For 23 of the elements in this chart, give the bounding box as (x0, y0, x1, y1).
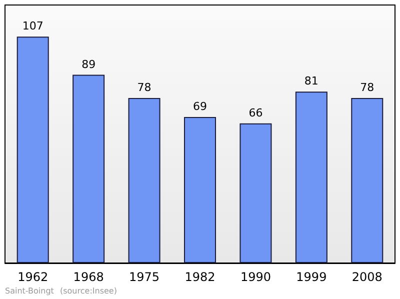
x-tick-label: 1990 (240, 270, 271, 284)
text: (source:Insee) (60, 286, 117, 296)
text: Saint-Boingt (5, 286, 54, 296)
data-label: 81 (304, 74, 318, 88)
data-label: 107 (22, 20, 44, 33)
bar (351, 98, 384, 263)
data-label: 78 (137, 81, 152, 94)
data-label: 69 (193, 100, 207, 114)
data-label: 66 (248, 106, 263, 120)
x-tick-label: 1975 (129, 270, 160, 284)
data-label: 78 (360, 81, 374, 94)
x-tick-label: 1999 (296, 270, 327, 284)
data-label: 89 (82, 58, 96, 71)
x-tick-label: 1982 (184, 270, 216, 284)
bar (295, 92, 328, 263)
bar (16, 36, 49, 263)
x-tick-label: 1962 (18, 270, 48, 284)
bar (72, 74, 105, 263)
bar (184, 117, 216, 263)
bar (240, 123, 272, 263)
x-tick-label: 1968 (73, 270, 104, 284)
x-tick-label: 2008 (352, 270, 382, 284)
bar (128, 98, 160, 263)
